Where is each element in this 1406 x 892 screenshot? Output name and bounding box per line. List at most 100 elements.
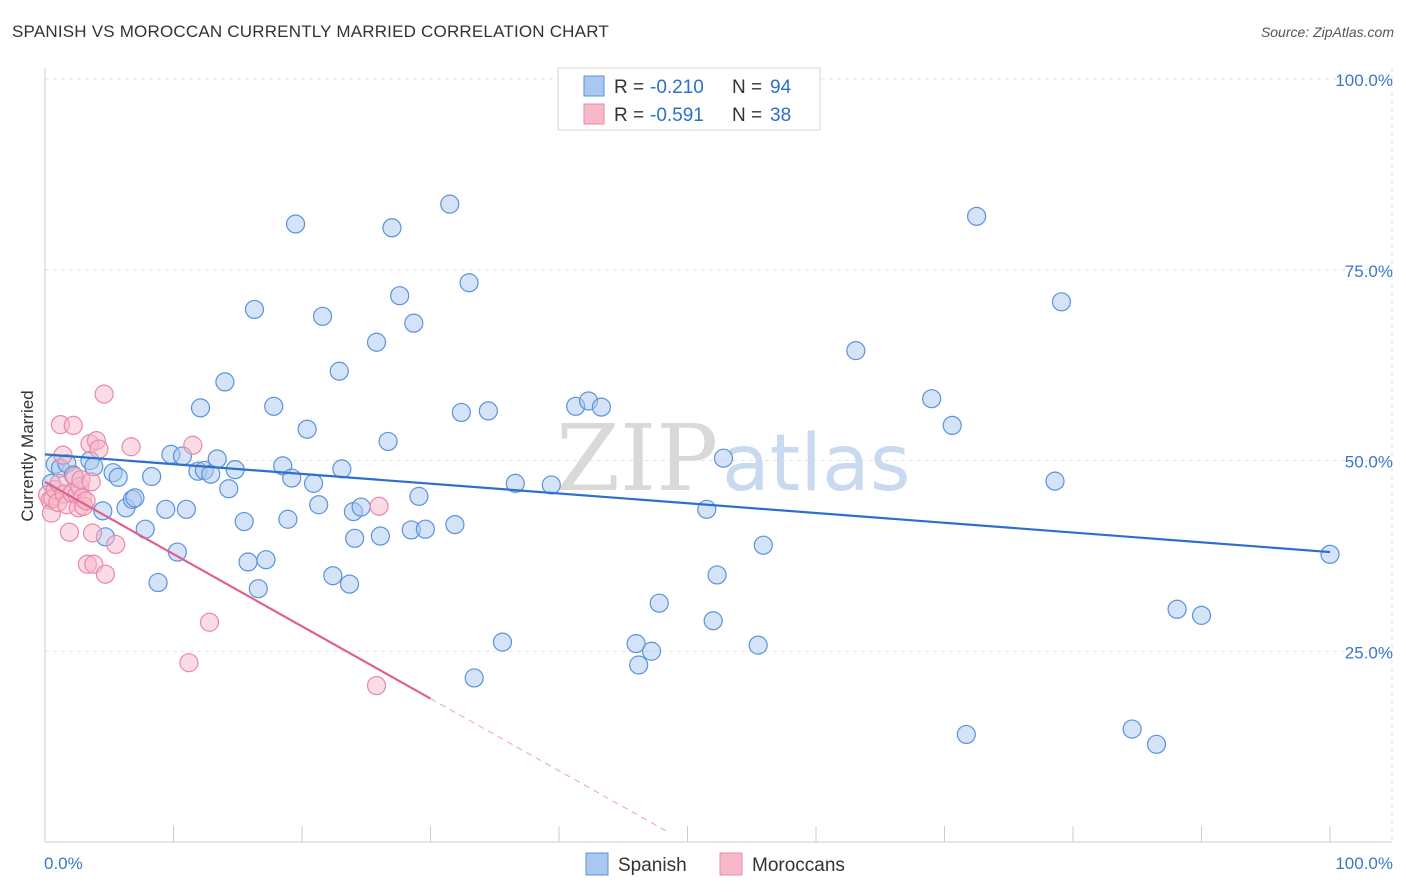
spanish-point-89: [1122, 719, 1142, 739]
spanish-point-28: [219, 479, 239, 499]
spanish-point-37: [278, 509, 298, 529]
x-tick-label-left: 0.0%: [44, 854, 83, 873]
spanish-point-65: [478, 401, 498, 421]
spanish-point-17: [156, 499, 176, 519]
trend-lines: [44, 453, 1331, 833]
spanish-point-92: [1191, 605, 1212, 625]
spanish-point-75: [649, 593, 669, 613]
y-tick-label-3: 25.0%: [1345, 643, 1393, 662]
legend-pink-n-value: 38: [770, 105, 791, 126]
spanish-point-50: [351, 497, 371, 517]
series-legend-label-spanish: Spanish: [618, 855, 687, 876]
legend-blue-n-value: 94: [770, 77, 792, 98]
spanish-point-71: [591, 397, 612, 417]
spanish-point-26: [207, 449, 227, 469]
spanish-point-10: [108, 467, 128, 487]
moroccan-trend-line: [44, 480, 432, 700]
legend-swatch-blue: [583, 75, 605, 97]
spanish-point-15: [142, 466, 162, 487]
spanish-point-7: [93, 501, 113, 521]
moroccan-trend-extension: [430, 698, 669, 833]
spanish-point-40: [297, 419, 317, 439]
watermark-zip: ZIP: [556, 405, 718, 512]
spanish-point-53: [378, 431, 398, 452]
spanish-point-81: [753, 535, 773, 555]
spanish-point-32: [244, 299, 265, 320]
spanish-point-45: [329, 361, 349, 381]
spanish-point-77: [703, 611, 723, 631]
chart-title: SPANISH VS MOROCCAN CURRENTLY MARRIED CO…: [12, 22, 609, 41]
spanish-point-58: [409, 486, 429, 506]
spanish-point-88: [1051, 292, 1072, 312]
y-tick-label-1: 75.0%: [1345, 262, 1393, 281]
spanish-point-41: [303, 473, 324, 493]
spanish-point-49: [345, 528, 365, 548]
x-tick-label-right: 100.0%: [1335, 854, 1393, 873]
spanish-point-68: [541, 475, 561, 495]
spanish-point-31: [238, 552, 258, 572]
spanish-point-84: [942, 415, 962, 436]
spanish-point-59: [415, 519, 435, 539]
spanish-point-46: [332, 459, 352, 479]
moroccan-point-33: [179, 653, 199, 673]
moroccan-point-29: [94, 384, 114, 404]
spanish-point-34: [256, 550, 276, 570]
spanish-point-73: [629, 655, 649, 675]
moroccan-points: [37, 384, 389, 696]
spanish-point-64: [464, 668, 484, 688]
spanish-point-47: [339, 574, 360, 594]
legend-pink-r-value: -0.591: [650, 105, 704, 126]
stats-legend: R = -0.210 N = 94 R = -0.591 N = 38: [557, 67, 821, 131]
spanish-point-85: [956, 724, 976, 745]
moroccan-point-28: [89, 439, 109, 459]
spanish-point-74: [641, 641, 662, 661]
y-axis-title: Currently Married: [18, 390, 37, 521]
moroccan-point-35: [199, 612, 220, 632]
spanish-point-62: [451, 402, 471, 423]
spanish-point-44: [323, 566, 343, 586]
spanish-point-82: [846, 341, 866, 361]
spanish-point-90: [1146, 734, 1167, 754]
legend-blue-r-value: -0.210: [650, 77, 704, 98]
spanish-point-39: [285, 214, 306, 234]
spanish-point-79: [713, 448, 734, 468]
y-tick-label-0: 100.0%: [1335, 71, 1393, 90]
spanish-point-63: [459, 273, 479, 293]
spanish-point-33: [248, 579, 268, 599]
legend-blue-n-label: N =: [732, 77, 762, 98]
spanish-point-55: [390, 286, 410, 306]
spanish-point-57: [404, 313, 424, 333]
y-tick-labels: 100.0% 75.0% 50.0% 25.0%: [1335, 71, 1393, 662]
spanish-point-61: [445, 514, 465, 535]
moroccan-point-37: [369, 496, 389, 516]
moroccan-point-34: [183, 435, 203, 455]
spanish-point-52: [370, 526, 390, 546]
spanish-point-67: [505, 473, 525, 493]
spanish-point-43: [312, 306, 333, 326]
spanish-point-30: [234, 511, 254, 532]
spanish-point-87: [1045, 471, 1065, 491]
source-credit: Source: ZipAtlas.com: [1260, 24, 1394, 40]
spanish-point-80: [748, 635, 768, 655]
moroccan-point-25: [82, 523, 103, 543]
spanish-point-83: [922, 389, 942, 409]
spanish-point-42: [309, 495, 329, 515]
moroccan-point-11: [59, 522, 80, 542]
series-legend-label-moroccans: Moroccans: [752, 855, 845, 876]
spanish-point-91: [1167, 599, 1187, 619]
spanish-points: [41, 194, 1340, 754]
series-legend-swatch-moroccans: [719, 852, 743, 876]
spanish-point-66: [492, 632, 513, 652]
legend-swatch-pink: [583, 103, 605, 125]
moroccan-point-31: [106, 534, 126, 555]
watermark: ZIP atlas: [556, 405, 911, 512]
moroccan-point-30: [95, 564, 115, 584]
legend-blue-r-label: R =: [614, 77, 644, 98]
legend-pink-r-label: R =: [614, 105, 644, 126]
y-tick-label-2: 50.0%: [1345, 453, 1393, 472]
spanish-point-51: [366, 332, 387, 352]
watermark-atlas: atlas: [722, 419, 911, 509]
spanish-point-23: [190, 398, 211, 418]
spanish-point-93: [1320, 544, 1340, 564]
